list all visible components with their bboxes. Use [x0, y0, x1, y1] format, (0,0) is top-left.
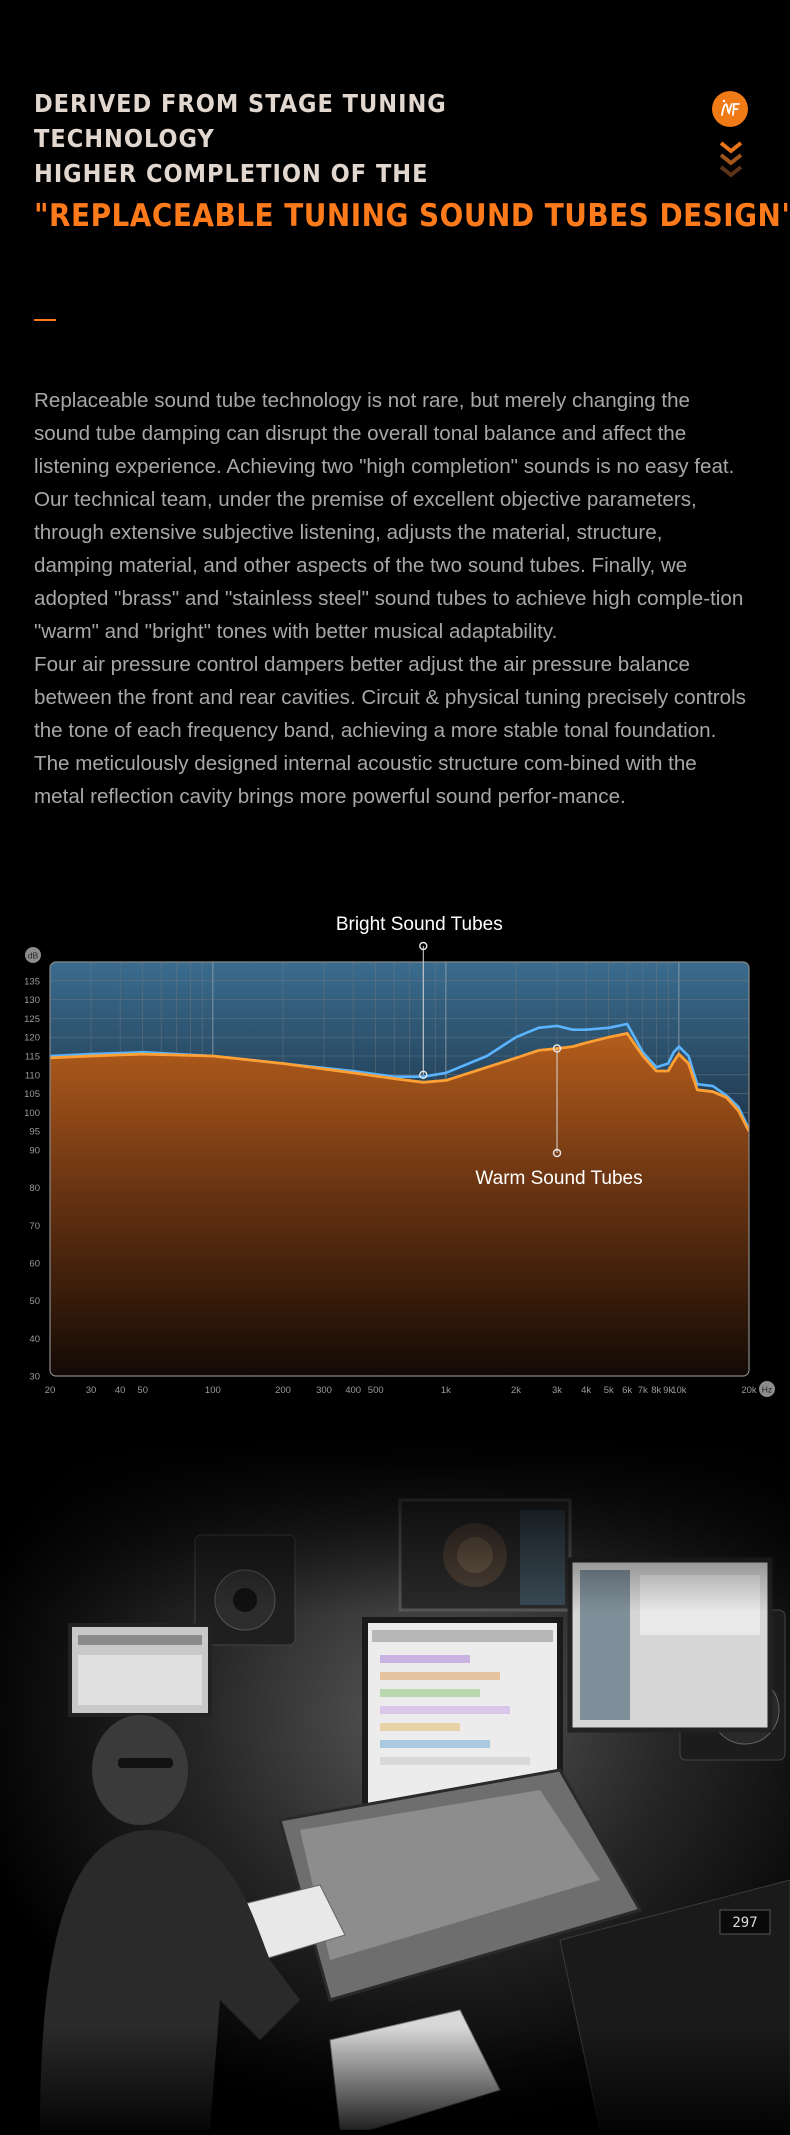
- studio-engineer-photo: 297: [0, 1440, 790, 2131]
- x-tick-label: 9k: [663, 1385, 673, 1396]
- y-tick-label: 30: [29, 1372, 40, 1383]
- nf-logo-icon: [712, 91, 748, 127]
- paragraph-2: Our technical team, under the premise of…: [34, 488, 744, 643]
- y-tick-label: 110: [25, 1070, 40, 1081]
- series-line-warm: [50, 1032, 749, 1132]
- description-text: Replaceable sound tube technology is not…: [34, 384, 746, 813]
- studio-scene: 297: [0, 1440, 790, 2131]
- y-unit-badge: [25, 947, 41, 963]
- x-tick-label: 6k: [622, 1385, 632, 1396]
- heading-accent: "REPLACEABLE TUNING SOUND TUBES DESIGN": [34, 198, 790, 234]
- warm-leader-dot: [552, 1148, 562, 1158]
- x-tick-label: 100: [205, 1385, 221, 1396]
- bright-leader-dot: [419, 941, 428, 951]
- y-tick-label: 70: [29, 1221, 40, 1232]
- y-tick-label: 125: [24, 1014, 40, 1025]
- y-tick-label: 60: [29, 1259, 40, 1270]
- y-tick-label: 100: [24, 1108, 40, 1119]
- x-tick-label: 3k: [552, 1385, 562, 1396]
- y-tick-label: 95: [29, 1127, 40, 1138]
- x-tick-label: 20k: [741, 1385, 757, 1396]
- x-unit-badge: [759, 1381, 775, 1397]
- heading-line-2: TECHNOLOGY: [34, 124, 215, 153]
- accent-divider: [34, 319, 56, 321]
- x-tick-label: 20: [45, 1385, 56, 1396]
- y-tick-label: 115: [25, 1052, 40, 1063]
- y-tick-label: 105: [24, 1089, 40, 1100]
- heading-line-3: HIGHER COMPLETION OF THE: [34, 159, 429, 188]
- frequency-response-svg: 30 40 50 60 70 80 90 95 100 105 110 115 120 125 130 135…: [24, 914, 775, 1397]
- y-tick-label: 120: [24, 1033, 40, 1044]
- x-tick-label: 40: [115, 1385, 126, 1396]
- bright-point-marker: [419, 1070, 428, 1080]
- heading-line-1: DERIVED FROM STAGE TUNING: [34, 89, 447, 118]
- x-tick-label: 400: [345, 1385, 361, 1396]
- x-tick-label: 1k: [441, 1385, 451, 1396]
- x-tick-label: 10k: [671, 1385, 687, 1396]
- warm-point-marker: [552, 1044, 562, 1053]
- x-tick-label: 50: [137, 1385, 148, 1396]
- paragraph-3: Four air pressure control dampers better…: [34, 653, 746, 808]
- x-tick-label: 300: [316, 1385, 332, 1396]
- warm-annotation-label: Warm Sound Tubes: [475, 1168, 642, 1189]
- paragraph-1: Replaceable sound tube technology is not…: [34, 389, 735, 478]
- y-tick-label: 90: [29, 1146, 40, 1157]
- x-tick-label: 2k: [511, 1385, 521, 1396]
- x-tick-label: 200: [275, 1385, 291, 1396]
- x-tick-label: 5k: [604, 1385, 614, 1396]
- x-tick-label: 500: [368, 1385, 384, 1396]
- nf-logo-glyph: [721, 99, 740, 116]
- y-unit-label: dB: [28, 951, 39, 961]
- x-tick-label: 4k: [581, 1385, 591, 1396]
- x-tick-label: 30: [86, 1385, 97, 1396]
- y-tick-label: 135: [24, 976, 40, 987]
- bright-annotation-label: Bright Sound Tubes: [336, 914, 503, 935]
- y-tick-label: 40: [29, 1334, 40, 1345]
- x-tick-label: 8k: [651, 1385, 661, 1396]
- y-tick-label: 80: [29, 1183, 40, 1194]
- plot-frame: [49, 961, 750, 1377]
- warm-area: [50, 1033, 749, 1376]
- section-header: DERIVED FROM STAGE TUNING TECHNOLOGY HIG…: [34, 86, 790, 239]
- triple-chevron-down-icon[interactable]: [718, 138, 744, 190]
- x-tick-label: 7k: [638, 1385, 648, 1396]
- frequency-response-chart: 30 40 50 60 70 80 90 95 100 105 110 115 120 125 130 135…: [0, 900, 790, 1410]
- y-tick-label: 130: [24, 995, 40, 1006]
- x-unit-label: Hz: [762, 1385, 772, 1395]
- y-tick-label: 50: [29, 1296, 40, 1307]
